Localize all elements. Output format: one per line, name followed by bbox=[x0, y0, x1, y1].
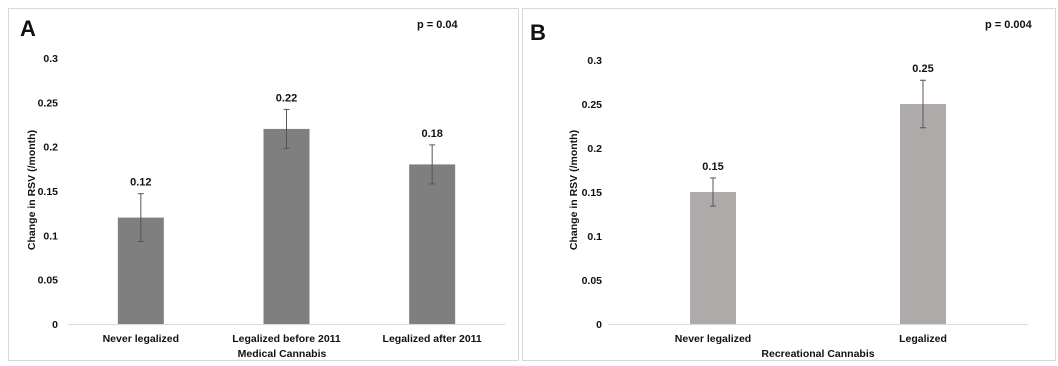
data-label: 0.25 bbox=[912, 63, 933, 75]
y-tick-label: 0.2 bbox=[587, 143, 602, 155]
y-tick-label: 0.25 bbox=[582, 99, 603, 111]
bar bbox=[690, 192, 736, 324]
panel-b-p-value: p = 0.004 bbox=[985, 19, 1033, 31]
chart-a: A p = 0.04 Change in RSV (/month) Medica… bbox=[8, 8, 519, 361]
y-tick-label: 0.25 bbox=[38, 97, 59, 109]
category-label: Never legalized bbox=[675, 333, 751, 345]
panel-b-marks: 0 0.05 0.1 0.15 0.2 0.25 0.3 0.15 Never legalize… bbox=[582, 55, 1028, 345]
panel-b-x-axis-title: Recreational Cannabis bbox=[761, 348, 874, 360]
y-tick-label: 0 bbox=[596, 319, 602, 331]
data-label: 0.22 bbox=[276, 92, 297, 104]
y-tick-label: 0.15 bbox=[582, 187, 603, 199]
y-tick-label: 0.3 bbox=[43, 53, 58, 65]
data-label: 0.12 bbox=[130, 177, 151, 189]
y-tick-label: 0.3 bbox=[587, 55, 602, 67]
category-label: Legalized before 2011 bbox=[232, 333, 341, 345]
y-tick-label: 0.2 bbox=[43, 142, 58, 154]
chart-b: B p = 0.004 Change in RSV (/month) Recre… bbox=[522, 8, 1056, 361]
panel-b-letter: B bbox=[530, 20, 546, 45]
category-label: Legalized after 2011 bbox=[383, 333, 482, 345]
y-tick-label: 0.05 bbox=[38, 275, 59, 287]
panel-a-letter: A bbox=[20, 16, 36, 41]
data-label: 0.18 bbox=[421, 128, 442, 140]
bar bbox=[409, 164, 456, 324]
panel-b-y-axis-title: Change in RSV (/month) bbox=[568, 130, 580, 250]
y-tick-label: 0.1 bbox=[587, 231, 602, 243]
panel-a: A p = 0.04 Change in RSV (/month) Medica… bbox=[0, 0, 520, 361]
category-label: Legalized bbox=[899, 333, 947, 345]
panel-a-y-axis-title: Change in RSV (/month) bbox=[26, 130, 38, 250]
panel-a-p-value: p = 0.04 bbox=[417, 19, 459, 31]
panel-a-x-axis-title: Medical Cannabis bbox=[238, 348, 327, 360]
panel-b: B p = 0.004 Change in RSV (/month) Recre… bbox=[522, 0, 1058, 361]
y-tick-label: 0.15 bbox=[38, 186, 59, 198]
y-tick-label: 0.05 bbox=[582, 275, 603, 287]
panel-b-frame bbox=[522, 8, 1056, 361]
bar bbox=[263, 128, 310, 324]
bar bbox=[900, 104, 946, 324]
data-label: 0.15 bbox=[702, 161, 723, 173]
y-tick-label: 0.1 bbox=[43, 230, 58, 242]
panel-a-marks: 0 0.05 0.1 0.15 0.2 0.25 0.3 0.12 Never legalize… bbox=[38, 53, 505, 345]
category-label: Never legalized bbox=[103, 333, 179, 345]
y-tick-label: 0 bbox=[52, 319, 58, 331]
